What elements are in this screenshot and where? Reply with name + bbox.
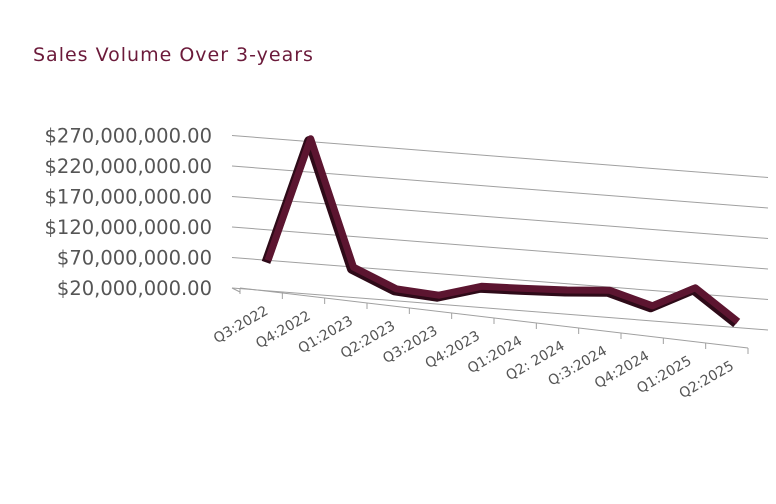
gridline bbox=[231, 165, 769, 209]
wall-edge bbox=[231, 287, 241, 293]
gridline bbox=[231, 226, 769, 270]
chart-title: Sales Volume Over 3-years bbox=[33, 44, 314, 66]
gridline bbox=[231, 196, 769, 239]
series-layer bbox=[261, 135, 741, 328]
series-line bbox=[264, 135, 741, 325]
y-tick-label: $70,000,000.00 bbox=[57, 247, 212, 270]
gridline bbox=[231, 287, 769, 331]
y-tick-label: $20,000,000.00 bbox=[57, 277, 212, 300]
y-tick-label: $170,000,000.00 bbox=[45, 186, 212, 209]
y-tick-label: $270,000,000.00 bbox=[45, 125, 212, 148]
y-axis: $270,000,000.00 $220,000,000.00 $170,000,0… bbox=[45, 125, 212, 301]
y-tick-label: $220,000,000.00 bbox=[45, 155, 212, 178]
grid-layer bbox=[231, 135, 769, 349]
gridline bbox=[231, 135, 769, 178]
y-tick-label: $120,000,000.00 bbox=[45, 216, 212, 239]
